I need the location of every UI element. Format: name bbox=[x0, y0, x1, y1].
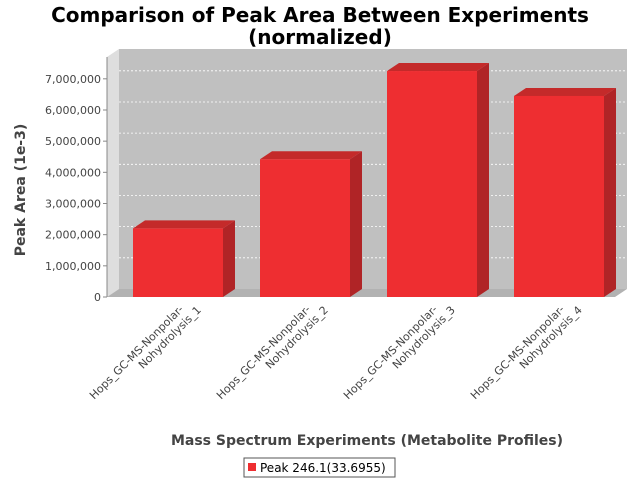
bar-side bbox=[350, 151, 362, 297]
bar-top bbox=[514, 87, 616, 96]
x-tick-label: Hops_GC-MS-Nonpolar-Nohydrolysis_1 bbox=[87, 294, 204, 411]
bars bbox=[133, 63, 616, 298]
bar bbox=[133, 220, 235, 297]
y-tick-label: 0 bbox=[94, 291, 101, 304]
y-axis: 0 1,000,000 2,000,000 3,000,000 4,000,000 5,0… bbox=[45, 57, 108, 304]
bar-front bbox=[133, 228, 223, 297]
chart-title: Comparison of Peak Area Between Experime… bbox=[51, 3, 589, 27]
bar-top bbox=[260, 151, 362, 160]
bar bbox=[514, 87, 616, 298]
bar-top bbox=[133, 220, 235, 229]
plot-left-wall bbox=[107, 49, 119, 297]
chart-subtitle: (normalized) bbox=[248, 25, 392, 49]
legend-swatch bbox=[248, 463, 256, 471]
x-tick-label: Hops_GC-MS-Nonpolar-Nohydrolysis_3 bbox=[341, 294, 458, 411]
y-tick-label: 7,000,000 bbox=[45, 73, 101, 86]
legend: Peak 246.1(33.6955) bbox=[243, 457, 396, 478]
bar-side bbox=[223, 220, 235, 297]
y-axis-label: Peak Area (1e-3) bbox=[13, 124, 29, 257]
bar-front bbox=[387, 71, 477, 297]
y-tick-label: 1,000,000 bbox=[45, 260, 101, 273]
bar-front bbox=[260, 159, 350, 297]
x-axis: Hops_GC-MS-Nonpolar-Nohydrolysis_1 Hops_G… bbox=[87, 294, 585, 411]
y-tick-label: 3,000,000 bbox=[45, 197, 101, 210]
bar-top bbox=[387, 63, 489, 72]
x-tick-label: Hops_GC-MS-Nonpolar-Nohydrolysis_2 bbox=[214, 294, 331, 411]
legend-box bbox=[243, 457, 396, 478]
bar-front bbox=[514, 95, 604, 298]
y-tick-label: 4,000,000 bbox=[45, 166, 101, 179]
x-axis-label: Mass Spectrum Experiments (Metabolite Pr… bbox=[171, 433, 563, 449]
x-tick-label: Hops_GC-MS-Nonpolar-Nohydrolysis_4 bbox=[468, 294, 585, 411]
bar-side bbox=[604, 87, 616, 298]
legend-label: Peak 246.1(33.6955) bbox=[260, 461, 386, 475]
y-tick-label: 5,000,000 bbox=[45, 135, 101, 148]
y-tick-label: 6,000,000 bbox=[45, 104, 101, 117]
bar-side bbox=[477, 63, 489, 298]
bar bbox=[387, 63, 489, 298]
bar bbox=[260, 151, 362, 297]
plot-floor bbox=[107, 289, 627, 297]
y-tick-label: 2,000,000 bbox=[45, 229, 101, 242]
